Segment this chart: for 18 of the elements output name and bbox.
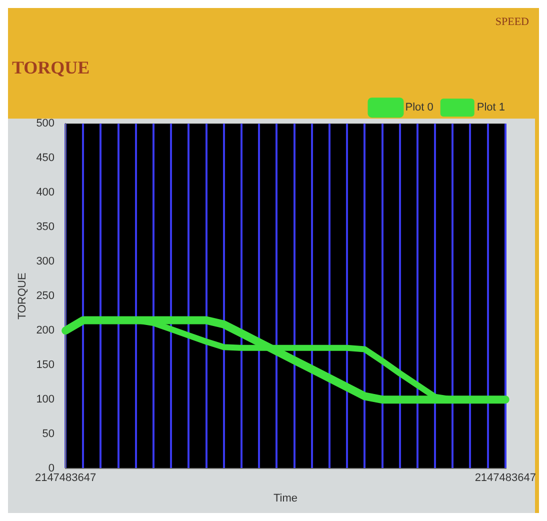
y-tick-label: 200	[36, 324, 55, 337]
chart-title: TORQUE	[12, 57, 90, 78]
y-tick-label: 250	[36, 290, 55, 302]
y-tick-label: 450	[36, 152, 55, 164]
legend-label: Plot 0	[405, 102, 434, 114]
y-axis-title: TORQUE	[16, 272, 29, 320]
y-tick-label: 350	[36, 221, 55, 234]
y-tick-label: 100	[36, 394, 55, 406]
legend-label: Plot 1	[476, 102, 506, 114]
y-tick-label: 300	[36, 256, 55, 268]
y-tick-label: 500	[36, 118, 55, 130]
y-tick-label: 150	[36, 359, 55, 372]
y-tick-label: 0	[48, 462, 55, 475]
y-tick-label: 50	[42, 428, 55, 440]
text: SPEED	[495, 16, 530, 28]
x-tick-label: 2147483647	[34, 472, 96, 484]
x-axis-title: Time	[273, 492, 298, 504]
y-tick-label: 400	[36, 186, 55, 199]
